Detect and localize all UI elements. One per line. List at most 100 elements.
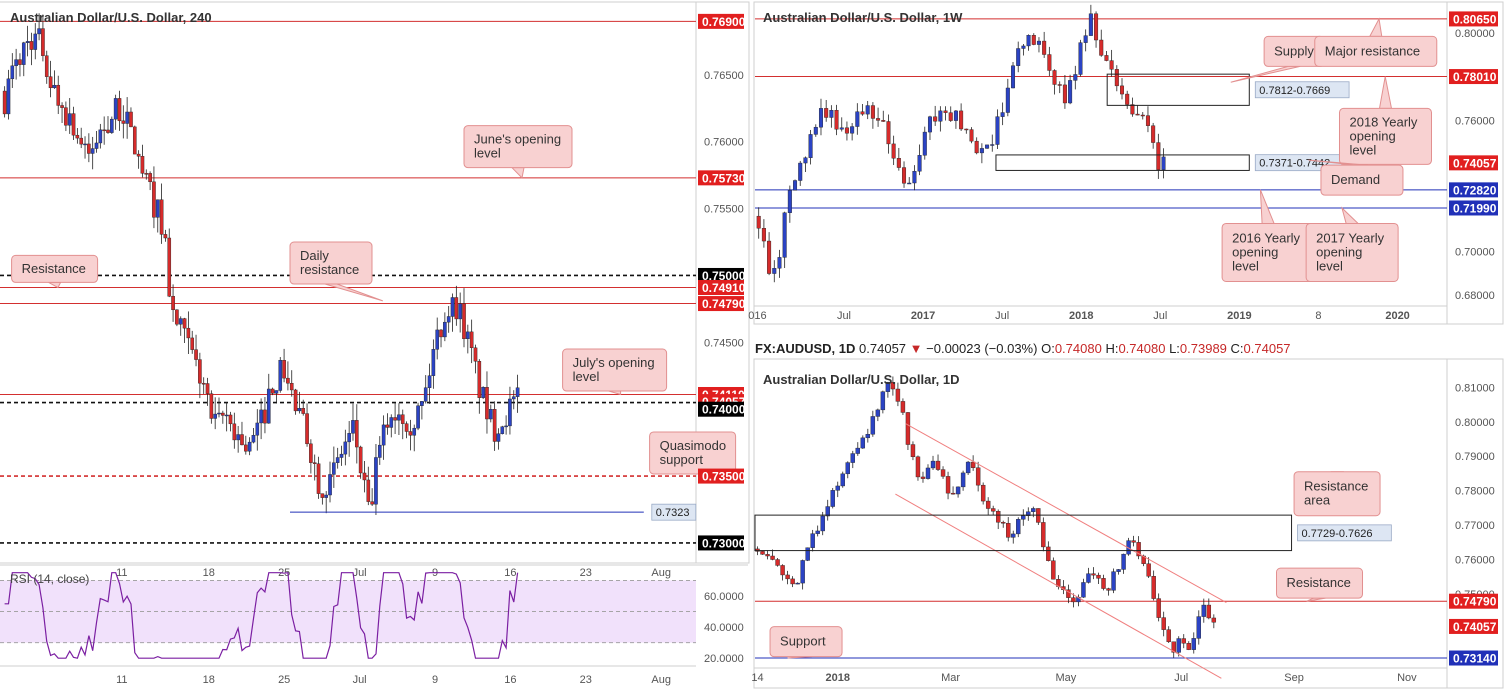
- weekly-candle: [761, 228, 766, 242]
- daily-candle: [820, 515, 825, 532]
- h4-candle: [194, 349, 198, 360]
- weekly-candle: [793, 180, 798, 191]
- weekly-x-tick: 2020: [1385, 310, 1409, 322]
- h4-candle: [228, 414, 233, 425]
- h4-candle: [56, 84, 61, 106]
- weekly-callout-text: opening: [1232, 244, 1278, 259]
- h4-candle: [48, 76, 53, 89]
- daily-candle: [795, 582, 800, 585]
- weekly-y-tick: 0.68000: [1455, 290, 1495, 302]
- daily-candle: [775, 559, 780, 566]
- h4-candle: [75, 134, 80, 139]
- daily-candle: [800, 560, 805, 584]
- daily-candle: [1131, 540, 1136, 543]
- daily-candle: [1091, 573, 1096, 576]
- weekly-candle: [1120, 85, 1125, 95]
- h4-candle: [439, 329, 443, 338]
- info-c-value: 0.74057: [1244, 341, 1291, 356]
- daily-candle: [835, 485, 840, 491]
- info-price: 0.74057: [859, 341, 906, 356]
- weekly-candle: [1094, 13, 1099, 41]
- h4-candle: [362, 472, 367, 481]
- daily-callout-box: [1276, 567, 1364, 599]
- h4-candle: [309, 443, 313, 463]
- daily-candle: [840, 473, 845, 487]
- daily-y-tick: 0.77000: [1455, 520, 1495, 532]
- h4-x-tick: 11: [116, 567, 127, 579]
- h4-candle: [136, 153, 141, 157]
- h4-x-tick: 16: [504, 674, 516, 686]
- h4-candle: [289, 383, 294, 391]
- h4-candle: [343, 441, 348, 455]
- daily-zone-label-box: [1297, 524, 1392, 542]
- daily-candle: [930, 460, 936, 469]
- h4-candle: [255, 422, 260, 436]
- h4-candle: [205, 383, 210, 394]
- h4-candle: [44, 55, 49, 77]
- daily-candle: [960, 472, 966, 488]
- daily-candle: [785, 574, 790, 580]
- daily-callout-text: area: [1304, 493, 1331, 508]
- h4-candle: [266, 388, 271, 424]
- h4-candle: [358, 446, 363, 474]
- weekly-callout-box: [1305, 222, 1399, 282]
- h4-candle: [167, 237, 172, 297]
- weekly-price-tag-label: 0.80650: [1453, 12, 1497, 26]
- h4-candle: [182, 318, 187, 329]
- h4-candle: [316, 463, 321, 494]
- daily-candle: [1016, 519, 1021, 535]
- h4-candle: [102, 129, 106, 132]
- daily-candle: [1171, 641, 1176, 653]
- weekly-candle: [818, 108, 823, 128]
- h4-x-tick: Aug: [651, 674, 671, 686]
- daily-candle: [975, 467, 981, 486]
- weekly-candle: [953, 110, 958, 121]
- h4-candle: [278, 360, 283, 391]
- h4-candle: [297, 408, 302, 412]
- h4-candle: [377, 444, 382, 458]
- daily-candle: [925, 467, 931, 479]
- weekly-candle: [1026, 35, 1031, 47]
- h4-candle: [221, 412, 225, 416]
- rsi-line: [4, 572, 519, 659]
- h4-y-tick: 0.76000: [704, 137, 744, 149]
- daily-x-tick: Mar: [941, 672, 960, 684]
- weekly-title: Australian Dollar/U.S. Dollar, 1W: [763, 10, 963, 25]
- daily-candle: [880, 391, 886, 411]
- h4-x-tick: 23: [580, 674, 592, 686]
- daily-candle: [1026, 511, 1031, 516]
- weekly-candle: [1005, 87, 1010, 113]
- h4-x-tick: Jul: [353, 567, 367, 579]
- daily-candle: [1196, 616, 1201, 639]
- weekly-price-tag: [1449, 182, 1498, 198]
- weekly-candle: [886, 121, 891, 145]
- h4-x-tick: 23: [580, 567, 592, 579]
- weekly-zone-label: 0.7371-0.7442: [1259, 158, 1330, 170]
- h4-price-tag-label: 0.74790: [702, 297, 746, 311]
- daily-candle: [855, 447, 860, 454]
- weekly-y-tick: 0.80000: [1455, 28, 1495, 40]
- h4-candle: [466, 331, 470, 340]
- daily-candle: [1086, 573, 1091, 583]
- daily-candle: [1041, 522, 1046, 548]
- h4-candle: [335, 457, 340, 463]
- weekly-candle: [787, 189, 792, 213]
- weekly-candle: [964, 128, 969, 131]
- weekly-x-tick: Jul: [995, 310, 1009, 322]
- daily-candle: [1186, 643, 1191, 650]
- h4-candle: [106, 129, 110, 133]
- h4-price-tag-label: 0.75730: [702, 171, 746, 185]
- daily-candle: [895, 388, 901, 402]
- h4-candle: [163, 234, 168, 239]
- h4-candle: [155, 199, 160, 218]
- weekly-candle: [912, 171, 917, 184]
- weekly-candle: [813, 126, 818, 135]
- h4-y-tick: 0.74500: [704, 337, 744, 349]
- weekly-price-tag-label: 0.72820: [1453, 183, 1497, 197]
- h4-candle: [431, 349, 436, 376]
- h4-candle: [217, 412, 221, 415]
- weekly-callout-text: opening: [1349, 128, 1395, 143]
- h4-candle: [224, 414, 229, 417]
- daily-candle: [870, 416, 876, 435]
- weekly-candle: [990, 144, 995, 146]
